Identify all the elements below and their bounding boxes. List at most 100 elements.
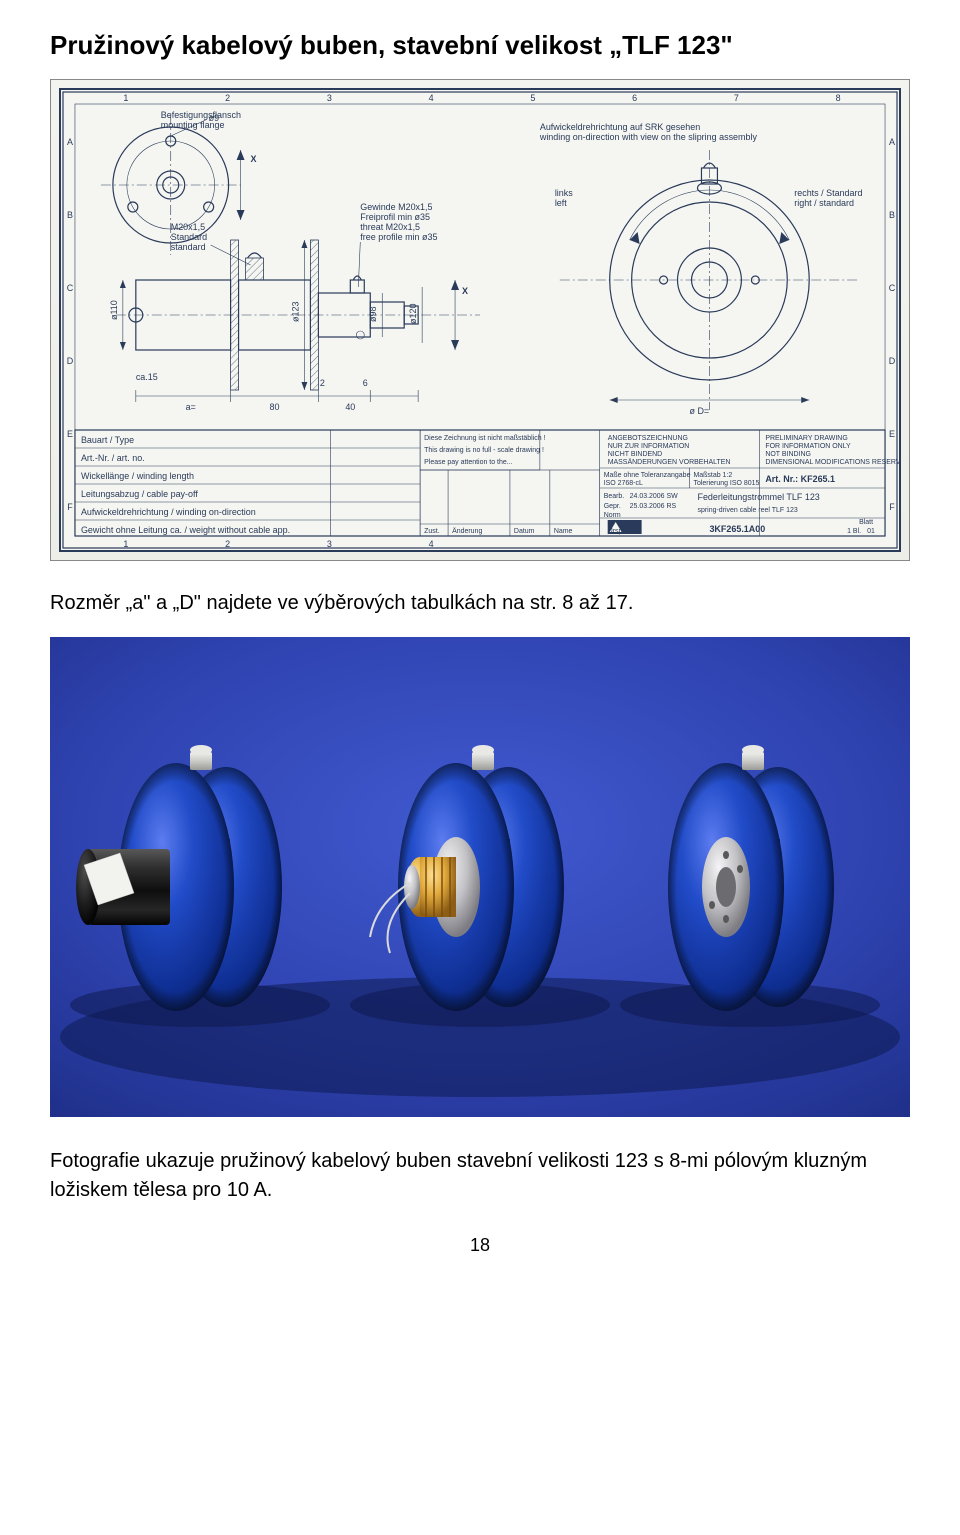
- drum-side-view: X ø110 ø123: [109, 202, 480, 412]
- svg-text:a=: a=: [186, 402, 196, 412]
- svg-text:Gewinde M20x1,5: Gewinde M20x1,5: [360, 202, 432, 212]
- svg-text:25.03.2006 RS: 25.03.2006 RS: [630, 503, 677, 510]
- svg-text:This drawing is no full - scal: This drawing is no full - scale drawing …: [424, 447, 544, 454]
- svg-text:Bearb.: Bearb.: [604, 493, 625, 500]
- svg-text:Aufwickeldrehrichtung / windin: Aufwickeldrehrichtung / winding on-direc…: [81, 507, 256, 517]
- svg-text:6: 6: [363, 378, 368, 388]
- page-number: 18: [50, 1235, 910, 1256]
- svg-text:ø D=: ø D=: [689, 406, 709, 416]
- svg-text:right / standard: right / standard: [794, 198, 854, 208]
- svg-text:1: 1: [123, 93, 128, 103]
- svg-text:Blatt: Blatt: [859, 519, 873, 526]
- drum-end-view: Aufwickeldrehrichtung auf SRK gesehen wi…: [539, 122, 863, 416]
- svg-text:F: F: [889, 502, 895, 512]
- svg-text:Art.-Nr. / art. no.: Art.-Nr. / art. no.: [81, 453, 145, 463]
- svg-text:ø110: ø110: [109, 300, 119, 320]
- svg-text:Federleitungstrommel TLF 123: Federleitungstrommel TLF 123: [697, 492, 819, 502]
- svg-text:ISO 2768-cL: ISO 2768-cL: [604, 480, 643, 487]
- svg-text:2: 2: [225, 539, 230, 549]
- product-photo: [50, 637, 910, 1117]
- svg-text:7: 7: [734, 93, 739, 103]
- svg-text:rechts / Standard: rechts / Standard: [794, 188, 862, 198]
- svg-text:80: 80: [270, 402, 280, 412]
- svg-text:Standard: Standard: [171, 232, 207, 242]
- svg-text:Bauart / Type: Bauart / Type: [81, 435, 134, 445]
- svg-text:FOR INFORMATION ONLY: FOR INFORMATION ONLY: [765, 443, 851, 450]
- svg-text:3: 3: [327, 93, 332, 103]
- svg-text:C: C: [889, 283, 896, 293]
- svg-text:ø120: ø120: [408, 304, 418, 324]
- drawing-frame: 1 2 3 4 5 6 7 8 1 2 3 4: [59, 88, 901, 552]
- svg-text:Maße ohne Toleranzangabe: Maße ohne Toleranzangabe: [604, 472, 691, 479]
- svg-text:A: A: [67, 137, 73, 147]
- svg-text:MASSÄNDERUNGEN VORBEHALTEN: MASSÄNDERUNGEN VORBEHALTEN: [608, 458, 731, 466]
- svg-text:Befestigungsflansch: Befestigungsflansch: [161, 110, 241, 120]
- svg-text:6: 6: [632, 93, 637, 103]
- svg-text:ø123: ø123: [290, 302, 300, 322]
- photo-svg: [50, 637, 910, 1117]
- svg-text:Urspr.: Urspr.: [608, 528, 627, 535]
- svg-text:left: left: [555, 198, 567, 208]
- svg-text:Maßstab 1:2: Maßstab 1:2: [693, 472, 732, 479]
- drawing-svg: 1 2 3 4 5 6 7 8 1 2 3 4: [61, 90, 899, 550]
- svg-text:winding on-direction with view: winding on-direction with view on the sl…: [539, 132, 758, 142]
- svg-text:01: 01: [867, 528, 875, 535]
- svg-text:2: 2: [320, 378, 325, 388]
- svg-text:D: D: [67, 356, 74, 366]
- svg-text:5: 5: [530, 93, 535, 103]
- caption-bottom: Fotografie ukazuje pružinový kabelový bu…: [50, 1147, 910, 1205]
- svg-text:threat M20x1,5: threat M20x1,5: [360, 222, 420, 232]
- document-page: Pružinový kabelový buben, stavební velik…: [0, 0, 960, 1296]
- svg-text:Zust.: Zust.: [424, 528, 440, 535]
- svg-text:C: C: [67, 283, 74, 293]
- svg-text:PRELIMINARY DRAWING: PRELIMINARY DRAWING: [765, 435, 847, 442]
- svg-text:3KF265.1A00: 3KF265.1A00: [709, 524, 765, 534]
- svg-text:Freiprofil min ø35: Freiprofil min ø35: [360, 212, 430, 222]
- svg-text:links: links: [555, 188, 573, 198]
- page-title: Pružinový kabelový buben, stavební velik…: [50, 30, 910, 61]
- svg-text:Wickellänge / winding length: Wickellänge / winding length: [81, 471, 194, 481]
- svg-text:ANGEBOTSZEICHNUNG: ANGEBOTSZEICHNUNG: [608, 435, 688, 442]
- svg-text:F: F: [67, 502, 73, 512]
- svg-text:Datum: Datum: [514, 528, 535, 535]
- svg-text:4: 4: [429, 93, 434, 103]
- svg-text:Please pay attention to the...: Please pay attention to the...: [424, 459, 512, 466]
- svg-text:DIMENSIONAL MODIFICATIONS RESE: DIMENSIONAL MODIFICATIONS RESERVED: [765, 459, 899, 466]
- svg-text:Änderung: Änderung: [452, 527, 482, 535]
- title-block: Bauart / Type Art.-Nr. / art. no. Wickel…: [75, 430, 899, 536]
- svg-text:Diese Zeichnung ist nicht maßs: Diese Zeichnung ist nicht maßstäblich !: [424, 435, 545, 442]
- svg-text:standard: standard: [171, 242, 206, 252]
- svg-text:NUR ZUR INFORMATION: NUR ZUR INFORMATION: [608, 443, 690, 450]
- caption-top: Rozměr „a" a „D" najdete ve výběrových t…: [50, 589, 910, 617]
- svg-text:Gepr.: Gepr.: [604, 503, 621, 510]
- svg-text:D: D: [889, 356, 896, 366]
- svg-text:1 Bl.: 1 Bl.: [847, 528, 861, 535]
- svg-text:Leitungsabzug / cable pay-off: Leitungsabzug / cable pay-off: [81, 489, 198, 499]
- svg-text:ø98: ø98: [368, 307, 378, 322]
- svg-text:E: E: [67, 429, 73, 439]
- svg-text:Aufwickeldrehrichtung auf SRK: Aufwickeldrehrichtung auf SRK gesehen: [540, 122, 700, 132]
- svg-text:B: B: [67, 210, 73, 220]
- svg-text:E: E: [889, 429, 895, 439]
- svg-text:2: 2: [225, 93, 230, 103]
- svg-text:40: 40: [345, 402, 355, 412]
- svg-text:8: 8: [836, 93, 841, 103]
- svg-text:4: 4: [429, 539, 434, 549]
- svg-text:Gewicht ohne Leitung ca. / wei: Gewicht ohne Leitung ca. / weight withou…: [81, 525, 290, 535]
- svg-text:X: X: [462, 286, 468, 296]
- svg-text:X: X: [251, 154, 257, 164]
- svg-text:spring-driven cable reel TLF 1: spring-driven cable reel TLF 123: [697, 507, 797, 514]
- svg-text:M20x1,5: M20x1,5: [171, 222, 205, 232]
- svg-text:Norm: Norm: [604, 512, 621, 519]
- svg-text:B: B: [889, 210, 895, 220]
- svg-text:24.03.2006 SW: 24.03.2006 SW: [630, 493, 678, 500]
- svg-text:NICHT BINDEND: NICHT BINDEND: [608, 451, 663, 458]
- svg-text:Name: Name: [554, 528, 573, 535]
- svg-text:A: A: [889, 137, 895, 147]
- svg-text:NOT BINDING: NOT BINDING: [765, 451, 811, 458]
- technical-drawing: 1 2 3 4 5 6 7 8 1 2 3 4: [50, 79, 910, 561]
- svg-text:3: 3: [327, 539, 332, 549]
- svg-text:1: 1: [123, 539, 128, 549]
- svg-text:Tolerierung ISO 8015: Tolerierung ISO 8015: [693, 480, 759, 487]
- svg-text:Art. Nr.: KF265.1: Art. Nr.: KF265.1: [765, 474, 835, 484]
